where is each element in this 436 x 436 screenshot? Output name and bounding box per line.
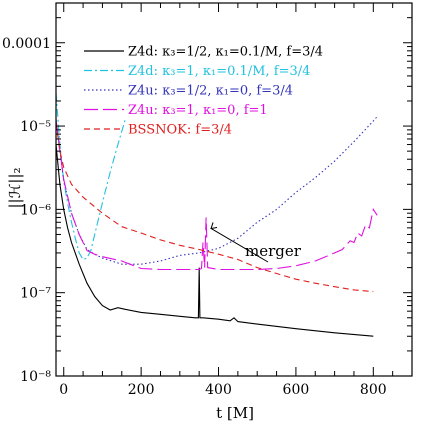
y-tick-label: 10⁻⁶ [20, 202, 51, 218]
y-tick-label: 10⁻⁸ [20, 369, 51, 385]
y-axis-label: ||ℋ||₂ [6, 167, 24, 208]
annotation-arrowhead [210, 222, 218, 230]
legend: Z4d: κ₃=1/2, κ₁=0.1/M, f=3/4 Z4d: κ₃=1, κ… [84, 45, 323, 138]
y-tick-label: 10⁻⁵ [20, 119, 51, 135]
legend-label-4: Z4u: κ₃=1, κ₁=0, f=1 [128, 103, 268, 118]
series-line-1 [56, 144, 374, 337]
annotation-arrow [210, 228, 269, 263]
x-tick-label: 200 [128, 382, 155, 398]
x-tick-label: 800 [360, 382, 387, 398]
x-tick-label: 0 [59, 382, 68, 398]
x-tick-label: 600 [283, 382, 310, 398]
series-line-3 [56, 116, 378, 265]
axis-ticks: 0 200 400 600 800 10⁻⁸ 10⁻⁷ 10⁻⁶ 10⁻⁵ 0.0001 [2, 3, 413, 398]
series-line-5 [56, 122, 374, 293]
merger-annotation: merger [210, 222, 302, 263]
series-line-2 [56, 92, 127, 261]
plot-frame [55, 2, 413, 377]
annotation-text: merger [245, 242, 302, 260]
series-line-4 [56, 119, 378, 271]
plot-lines [56, 92, 378, 337]
legend-label-5: BSSNOK: f=3/4 [128, 123, 232, 138]
y-tick-label: 0.0001 [2, 36, 51, 52]
y-tick-label: 10⁻⁷ [20, 286, 51, 302]
x-tick-label: 400 [205, 382, 232, 398]
x-axis-label: t [M] [216, 404, 254, 422]
legend-label-2: Z4d: κ₃=1, κ₁=0.1/M, f=3/4 [128, 64, 310, 79]
legend-label-1: Z4d: κ₃=1/2, κ₁=0.1/M, f=3/4 [128, 45, 323, 60]
legend-label-3: Z4u: κ₃=1/2, κ₁=0, f=3/4 [128, 84, 293, 99]
